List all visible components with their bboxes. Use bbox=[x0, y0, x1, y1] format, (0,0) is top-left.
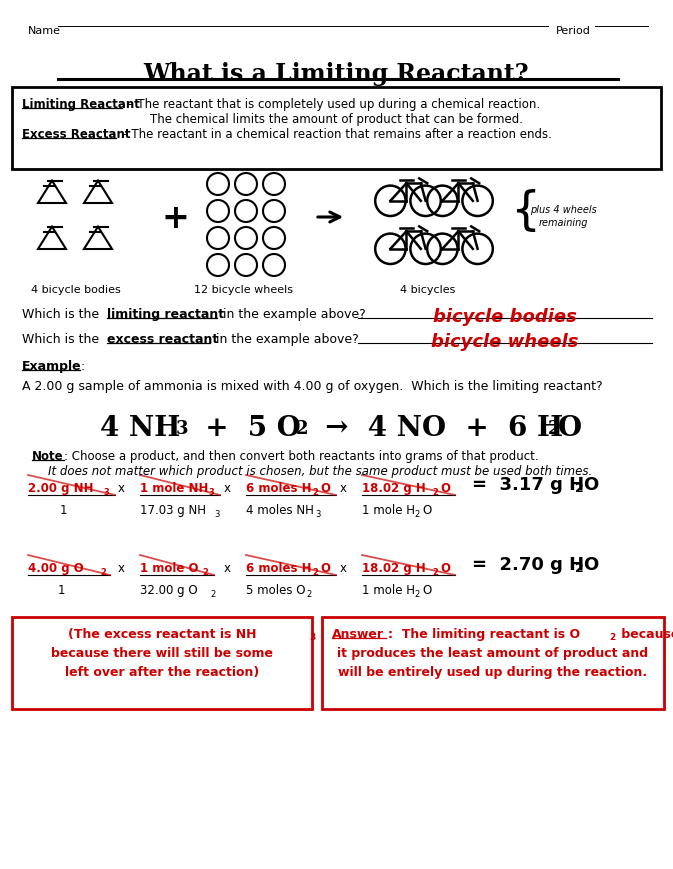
Text: x: x bbox=[224, 481, 231, 494]
Text: (The excess reactant is NH: (The excess reactant is NH bbox=[68, 627, 256, 640]
Text: 6 moles H: 6 moles H bbox=[246, 481, 312, 494]
Text: x: x bbox=[118, 481, 125, 494]
Text: 2: 2 bbox=[609, 633, 615, 641]
Text: O: O bbox=[422, 503, 431, 516]
Text: O: O bbox=[440, 561, 450, 574]
Text: Excess Reactant: Excess Reactant bbox=[22, 128, 131, 141]
Text: Note: Note bbox=[32, 449, 64, 462]
Text: 3: 3 bbox=[214, 509, 219, 519]
Text: will be entirely used up during the reaction.: will be entirely used up during the reac… bbox=[339, 666, 647, 678]
Text: 4 NH: 4 NH bbox=[100, 415, 180, 441]
Text: 2: 2 bbox=[296, 420, 308, 437]
Text: Limiting Reactant: Limiting Reactant bbox=[22, 98, 140, 111]
Text: 3: 3 bbox=[208, 488, 214, 496]
Text: O: O bbox=[583, 555, 598, 574]
Text: Period: Period bbox=[556, 26, 591, 36]
Text: 18.02 g H: 18.02 g H bbox=[362, 481, 426, 494]
Text: 2: 2 bbox=[414, 509, 419, 519]
Text: A 2.00 g sample of ammonia is mixed with 4.00 g of oxygen.  Which is the limitin: A 2.00 g sample of ammonia is mixed with… bbox=[22, 380, 602, 393]
Text: O: O bbox=[320, 561, 330, 574]
Text: in the example above?: in the example above? bbox=[212, 333, 359, 346]
Text: limiting reactant: limiting reactant bbox=[107, 308, 224, 321]
Text: remaining: remaining bbox=[538, 218, 588, 228]
Text: in the example above?: in the example above? bbox=[219, 308, 365, 321]
Text: 2: 2 bbox=[100, 567, 106, 576]
Text: 2: 2 bbox=[312, 567, 318, 576]
Text: Name: Name bbox=[28, 26, 61, 36]
Text: 2: 2 bbox=[210, 589, 215, 599]
Text: 1 mole NH: 1 mole NH bbox=[140, 481, 209, 494]
Text: The chemical limits the amount of product that can be formed.: The chemical limits the amount of produc… bbox=[149, 113, 522, 126]
Text: 2: 2 bbox=[312, 488, 318, 496]
Text: Which is the: Which is the bbox=[22, 308, 103, 321]
Text: 1 mole H: 1 mole H bbox=[362, 583, 415, 596]
Text: plus 4 wheels: plus 4 wheels bbox=[530, 205, 596, 215]
Text: bicycle bodies: bicycle bodies bbox=[433, 308, 577, 326]
Text: Which is the: Which is the bbox=[22, 333, 103, 346]
Text: Answer: Answer bbox=[332, 627, 384, 640]
Text: 32.00 g O: 32.00 g O bbox=[140, 583, 198, 596]
Text: 1: 1 bbox=[58, 583, 65, 596]
Text: 1 mole H: 1 mole H bbox=[362, 503, 415, 516]
Text: =  3.17 g H: = 3.17 g H bbox=[472, 475, 584, 494]
Text: 2: 2 bbox=[548, 420, 561, 437]
Text: It does not matter which product is chosen, but the same product must be used bo: It does not matter which product is chos… bbox=[48, 464, 592, 477]
Text: 1 mole O: 1 mole O bbox=[140, 561, 199, 574]
Text: x: x bbox=[340, 481, 347, 494]
Text: O: O bbox=[422, 583, 431, 596]
Bar bbox=[12, 88, 661, 169]
Text: 18.02 g H: 18.02 g H bbox=[362, 561, 426, 574]
Text: :: : bbox=[80, 360, 84, 373]
Text: 2: 2 bbox=[575, 481, 583, 494]
Text: 4.00 g O: 4.00 g O bbox=[28, 561, 83, 574]
Text: x: x bbox=[118, 561, 125, 574]
Text: 1: 1 bbox=[60, 503, 67, 516]
Text: 17.03 g NH: 17.03 g NH bbox=[140, 503, 206, 516]
Text: =  2.70 g H: = 2.70 g H bbox=[472, 555, 584, 574]
Text: 2: 2 bbox=[202, 567, 208, 576]
Text: – The reactant that is completely used up during a chemical reaction.: – The reactant that is completely used u… bbox=[124, 98, 540, 111]
Text: 5 moles O: 5 moles O bbox=[246, 583, 306, 596]
Text: because there will still be some: because there will still be some bbox=[51, 647, 273, 660]
Text: O: O bbox=[558, 415, 582, 441]
Text: excess reactant: excess reactant bbox=[107, 333, 218, 346]
Text: 3: 3 bbox=[103, 488, 109, 496]
Text: x: x bbox=[340, 561, 347, 574]
Text: bicycle wheels: bicycle wheels bbox=[431, 333, 579, 350]
Text: – The reactant in a chemical reaction that remains after a reaction ends.: – The reactant in a chemical reaction th… bbox=[118, 128, 552, 141]
Text: 2.00 g NH: 2.00 g NH bbox=[28, 481, 94, 494]
Text: 4 bicycle bodies: 4 bicycle bodies bbox=[31, 285, 121, 295]
Text: +  5 O: + 5 O bbox=[186, 415, 301, 441]
Text: it produces the least amount of product and: it produces the least amount of product … bbox=[337, 647, 649, 660]
Text: What is a Limiting Reactant?: What is a Limiting Reactant? bbox=[143, 62, 529, 86]
Text: 3: 3 bbox=[315, 509, 320, 519]
Text: Example: Example bbox=[22, 360, 81, 373]
Text: 2: 2 bbox=[306, 589, 311, 599]
Text: left over after the reaction): left over after the reaction) bbox=[65, 666, 259, 678]
Text: because: because bbox=[617, 627, 673, 640]
Text: O: O bbox=[583, 475, 598, 494]
Text: 4 moles NH: 4 moles NH bbox=[246, 503, 314, 516]
Text: 4 bicycles: 4 bicycles bbox=[400, 285, 456, 295]
Bar bbox=[322, 617, 664, 709]
Text: O: O bbox=[320, 481, 330, 494]
Text: : Choose a product, and then convert both reactants into grams of that product.: : Choose a product, and then convert bot… bbox=[64, 449, 538, 462]
Text: 12 bicycle wheels: 12 bicycle wheels bbox=[194, 285, 293, 295]
Text: →  4 NO  +  6 H: → 4 NO + 6 H bbox=[306, 415, 563, 441]
Text: :  The limiting reactant is O: : The limiting reactant is O bbox=[388, 627, 580, 640]
Text: +: + bbox=[161, 202, 189, 235]
Text: {: { bbox=[510, 189, 540, 235]
Text: 2: 2 bbox=[432, 567, 438, 576]
Text: 2: 2 bbox=[575, 561, 583, 574]
Text: O: O bbox=[440, 481, 450, 494]
Text: 3: 3 bbox=[176, 420, 188, 437]
Text: 3: 3 bbox=[309, 633, 315, 641]
Text: 2: 2 bbox=[414, 589, 419, 599]
Text: 2: 2 bbox=[432, 488, 438, 496]
Text: 6 moles H: 6 moles H bbox=[246, 561, 312, 574]
Bar bbox=[12, 617, 312, 709]
Text: x: x bbox=[224, 561, 231, 574]
